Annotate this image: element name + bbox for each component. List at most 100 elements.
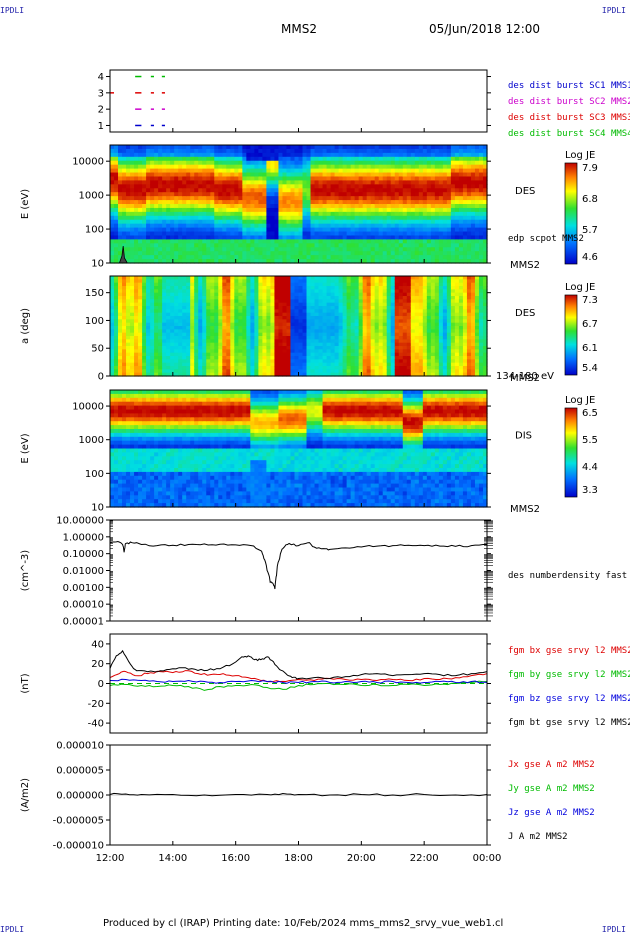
spectrogram-cell <box>370 176 376 181</box>
spectrogram-cell <box>270 316 276 320</box>
spectrogram-cell <box>290 223 296 229</box>
spectrogram-cell <box>478 239 484 244</box>
spectrogram-cell <box>354 145 360 150</box>
spectrogram-cell <box>350 223 356 229</box>
spectrogram-cell <box>110 200 115 205</box>
spectrogram-cell <box>262 306 268 310</box>
spectrogram-cell <box>326 339 332 344</box>
spectrogram-cell <box>162 247 167 252</box>
spectrogram-cell <box>134 339 139 344</box>
spectrogram-cell <box>246 255 251 260</box>
spectrogram-cell <box>450 160 456 166</box>
spectrogram-cell <box>150 342 155 347</box>
spectrogram-cell <box>402 215 408 221</box>
spectrogram-cell <box>234 188 239 193</box>
spectrogram-cell <box>146 369 151 374</box>
spectrogram-cell <box>294 200 300 205</box>
spectrogram-cell <box>282 172 288 178</box>
spectrogram-cell <box>298 366 304 370</box>
spectrogram-cell <box>310 359 316 364</box>
spectrogram-cell <box>426 235 432 240</box>
spectrogram-cell <box>246 332 251 337</box>
spectrogram-cell <box>478 156 484 162</box>
spectrogram-cell <box>306 326 312 330</box>
spectrogram-cell <box>330 316 336 320</box>
spectrogram-cell <box>258 219 263 225</box>
spectrogram-cell <box>218 204 223 209</box>
spectrogram-cell <box>262 251 268 256</box>
spectrogram-cell <box>190 211 195 217</box>
spectrogram-cell <box>330 322 336 327</box>
spectrogram-cell <box>186 251 191 256</box>
spectrogram-cell <box>322 231 328 237</box>
spectrogram-cell <box>374 219 380 225</box>
spectrogram-cell <box>322 196 328 201</box>
spectrogram-cell <box>214 247 219 252</box>
spectrogram-cell <box>362 180 368 185</box>
spectrogram-cell <box>222 227 227 233</box>
spectrogram-cell <box>274 286 280 290</box>
spectrogram-cell <box>378 369 384 374</box>
spectrogram-cell <box>246 152 251 158</box>
spectrogram-cell <box>158 319 163 324</box>
spectrogram-cell <box>118 356 123 360</box>
spectrogram-cell <box>166 289 171 294</box>
spectrogram-cell <box>126 192 131 197</box>
spectrogram-cell <box>114 207 119 213</box>
spectrogram-cell <box>118 362 123 367</box>
spectrogram-cell <box>254 326 259 330</box>
spectrogram-cell <box>146 349 151 354</box>
spectrogram-cell <box>254 289 259 294</box>
spectrogram-cell <box>230 342 235 347</box>
spectrogram-cell <box>414 239 420 244</box>
spectrogram-cell <box>358 219 364 225</box>
spectrogram-cell <box>242 289 247 294</box>
spectrogram-cell <box>154 369 159 374</box>
spectrogram-cell <box>346 326 352 330</box>
spectrogram-cell <box>358 296 364 300</box>
spectrogram-cell <box>298 219 304 225</box>
spectrogram-cell <box>422 196 428 201</box>
spectrogram-cell <box>346 282 352 287</box>
spectrogram-cell <box>366 231 372 237</box>
spectrogram-cell <box>390 152 396 158</box>
spectrogram-cell <box>202 319 207 324</box>
spectrogram-cell <box>246 180 251 185</box>
spectrogram-cell <box>254 255 259 260</box>
spectrogram-cell <box>210 251 215 256</box>
spectrogram-cell <box>258 326 263 330</box>
spectrogram-cell <box>330 332 336 337</box>
spectrogram-cell <box>174 349 179 354</box>
spectrogram-cell <box>286 339 292 344</box>
spectrogram-cell <box>238 296 243 300</box>
spectrogram-cell <box>470 192 476 197</box>
spectrogram-cell <box>394 223 400 229</box>
spectrogram-cell <box>394 299 400 304</box>
spectrogram-cell <box>474 168 480 174</box>
spectrogram-cell <box>294 309 300 314</box>
spectrogram-cell <box>330 184 336 189</box>
spectrogram-cell <box>242 200 247 205</box>
spectrogram-cell <box>230 292 235 297</box>
spectrogram-cell <box>314 319 320 324</box>
spectrogram-cell <box>402 211 408 217</box>
spectrogram-cell <box>422 251 428 256</box>
spectrogram-cell <box>390 251 396 256</box>
spectrogram-cell <box>222 352 227 357</box>
spectrogram-cell <box>314 299 320 304</box>
spectrogram-cell <box>202 366 207 370</box>
spectrogram-cell <box>114 219 119 225</box>
spectrogram-cell <box>226 243 231 248</box>
spectrogram-cell <box>246 247 251 252</box>
spectrogram-cell <box>386 366 392 370</box>
spectrogram-cell <box>382 352 388 357</box>
spectrogram-cell <box>394 231 400 237</box>
spectrogram-cell <box>382 243 388 248</box>
spectrogram-cell <box>166 196 171 201</box>
spectrogram-cell <box>302 282 308 287</box>
spectrogram-cell <box>206 204 211 209</box>
spectrogram-cell <box>298 200 304 205</box>
spectrogram-cell <box>274 359 280 364</box>
spectrogram-cell <box>298 251 304 256</box>
spectrogram-cell <box>394 192 400 197</box>
